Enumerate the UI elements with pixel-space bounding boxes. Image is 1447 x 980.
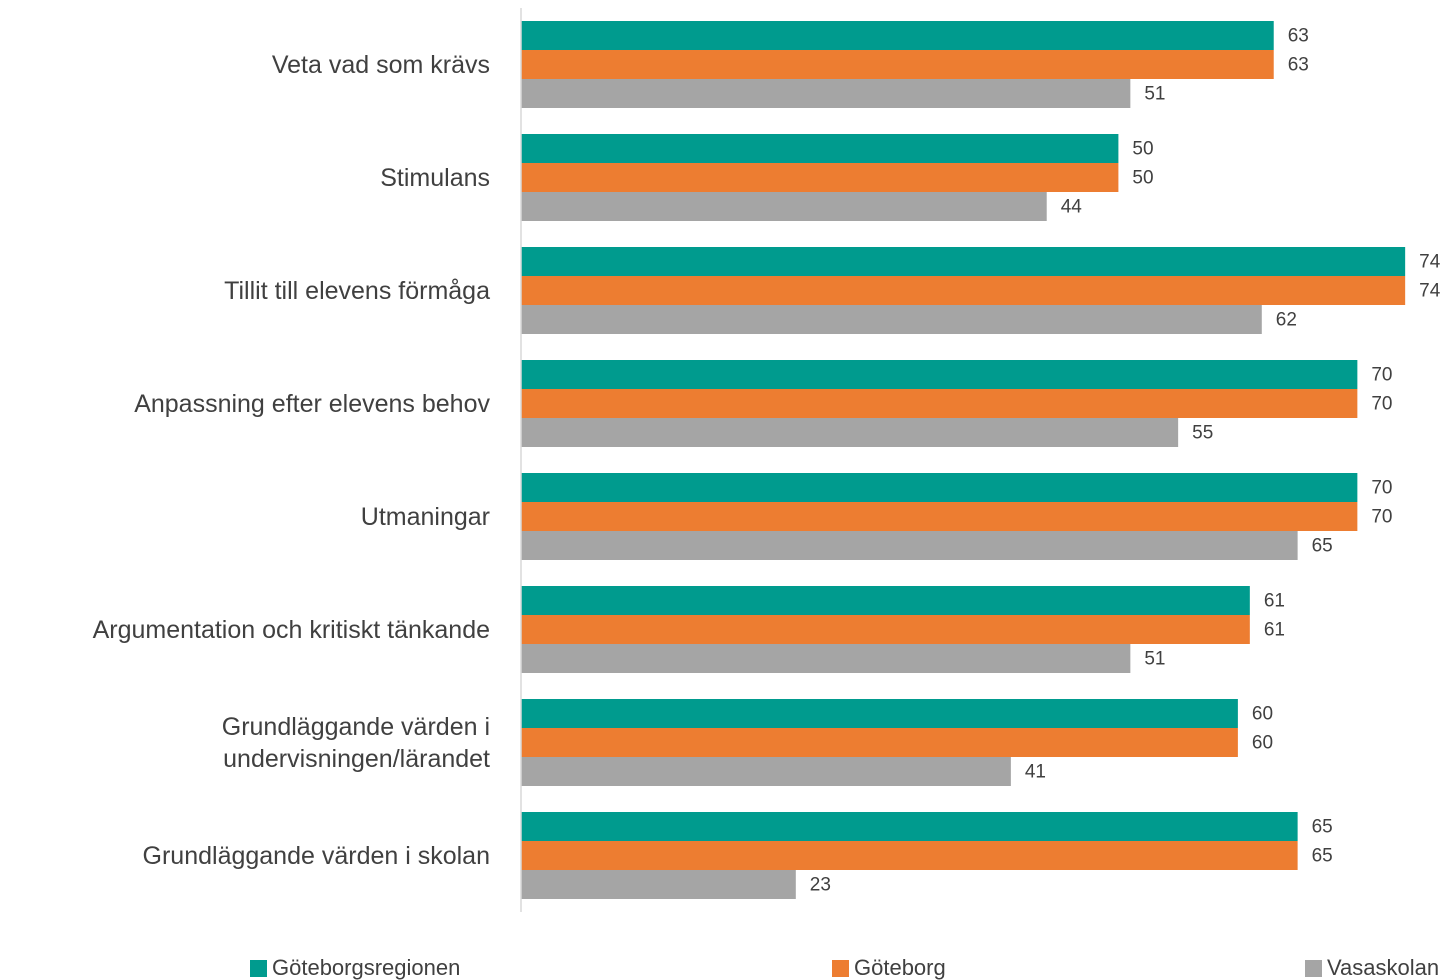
- value-label: 41: [1025, 762, 1046, 783]
- value-label: 74: [1419, 281, 1441, 302]
- value-label: 51: [1144, 84, 1165, 105]
- value-label: 63: [1288, 55, 1309, 76]
- value-label: 55: [1192, 423, 1213, 444]
- category-label: Tillit till elevens förmåga: [224, 276, 490, 305]
- value-label: 74: [1419, 252, 1441, 273]
- bar: [521, 644, 1131, 673]
- bar: [521, 389, 1358, 418]
- value-label: 63: [1288, 26, 1309, 47]
- value-label: 70: [1371, 478, 1392, 499]
- legend-swatch: [1305, 960, 1322, 977]
- value-label: 51: [1144, 649, 1165, 670]
- value-label: 60: [1252, 733, 1273, 754]
- value-label: 70: [1371, 507, 1392, 528]
- value-label: 62: [1276, 310, 1297, 331]
- value-label: 65: [1312, 846, 1333, 867]
- bar: [521, 586, 1250, 615]
- bar: [521, 247, 1406, 276]
- bar: [521, 276, 1406, 305]
- category-label: Argumentation och kritiskt tänkande: [92, 615, 490, 644]
- value-label: 70: [1371, 394, 1392, 415]
- legend-swatch: [250, 960, 267, 977]
- value-label: 44: [1061, 197, 1083, 218]
- bar: [521, 192, 1047, 221]
- legend-label: Vasaskolan: [1327, 955, 1439, 980]
- value-label: 65: [1312, 817, 1333, 838]
- bar: [521, 531, 1298, 560]
- legend-label: Göteborg: [854, 955, 946, 980]
- bar: [521, 757, 1011, 786]
- bar: [521, 841, 1298, 870]
- category-label: Grundläggande värden i skolan: [142, 841, 490, 870]
- value-label: 70: [1371, 365, 1392, 386]
- bar: [521, 360, 1358, 389]
- category-label: Grundläggande värden i undervisningen/lä…: [221, 712, 490, 773]
- bar: [521, 728, 1238, 757]
- bar: [521, 615, 1250, 644]
- bar: [521, 502, 1358, 531]
- category-label: Utmaningar: [360, 502, 490, 531]
- bar: [521, 21, 1274, 50]
- bar: [521, 418, 1179, 447]
- value-label: 61: [1264, 620, 1285, 641]
- bar: [521, 79, 1131, 108]
- bar: [521, 812, 1298, 841]
- bar: [521, 134, 1119, 163]
- category-label: Stimulans: [380, 163, 490, 192]
- legend-swatch: [832, 960, 849, 977]
- legend-label: Göteborgsregionen: [272, 955, 460, 980]
- bar: [521, 870, 796, 899]
- bar: [521, 699, 1238, 728]
- bar: [521, 473, 1358, 502]
- value-label: 60: [1252, 704, 1273, 725]
- value-label: 65: [1312, 536, 1333, 557]
- bar: [521, 305, 1262, 334]
- bar: [521, 163, 1119, 192]
- value-label: 23: [810, 875, 831, 896]
- value-label: 50: [1132, 139, 1153, 160]
- bar: [521, 50, 1274, 79]
- category-label: Anpassning efter elevens behov: [134, 389, 490, 418]
- value-label: 50: [1132, 168, 1153, 189]
- category-label: Veta vad som krävs: [271, 50, 490, 79]
- value-label: 61: [1264, 591, 1285, 612]
